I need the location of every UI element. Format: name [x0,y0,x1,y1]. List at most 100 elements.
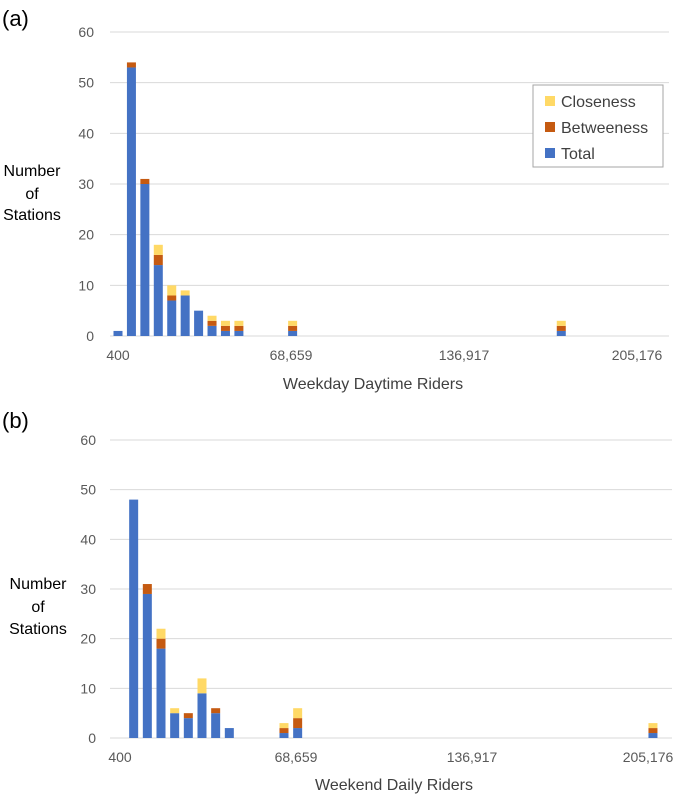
panel-b-x-tick-label: 400 [108,749,132,765]
panel-b-bar-total [170,713,180,738]
panel-b-y-tick-label: 60 [80,432,96,448]
panel-b-bar-closeness [197,678,207,694]
panel-a-y-tick-label: 10 [78,277,94,293]
panel-a-bar-betweeness [220,325,230,331]
panel-a-x-tick-label: 136,917 [439,347,490,363]
panel-a-x-tick-label: 400 [106,347,130,363]
panel-b-label: (b) [2,408,29,433]
panel-a-gridlines [110,31,669,337]
panel-b-bar-closeness [170,708,180,714]
panel-b-bar-total [183,718,193,738]
panel-b-y-axis-title-line-1: Number [10,576,68,593]
panel-b-bar-total [129,499,139,738]
legend-swatch-betweeness [545,122,555,132]
panel-a-y-tick-label: 50 [78,75,94,91]
panel-b-y-axis-title: Number of Stations [9,576,67,638]
legend-label-closeness: Closeness [561,94,636,111]
panel-a-y-axis-title: Number of Stations [3,163,61,224]
panel-a-bar-betweeness [234,325,244,331]
panel-b-bar-betweeness [293,718,303,729]
panel-a-x-tick-labels: 400 68,659 136,917 205,176 [106,347,662,363]
panel-b-bar-total [197,693,207,738]
panel-a-y-tick-label: 40 [78,125,94,141]
panel-a-bar-closeness [207,315,217,321]
panel-b-y-tick-labels: 0 10 20 30 40 50 60 [80,432,96,746]
panel-a-label: (a) [2,6,29,31]
panel-b-x-tick-label: 136,917 [447,749,498,765]
legend-swatch-closeness [545,96,555,106]
panel-a-bar-total [288,330,298,336]
panel-a-bar-betweeness [153,254,163,266]
panel-b-gridlines [110,439,672,739]
panel-a-y-tick-label: 0 [86,328,94,344]
panel-b-bar-closeness [279,723,289,729]
panel-a-bar-closeness [167,285,177,296]
panel-b-bar-total [156,648,166,738]
panel-b-y-axis-title-line-2: of [31,599,45,616]
panel-b-x-axis-title: Weekend Daily Riders [315,777,473,794]
panel-a-bar-betweeness [556,325,566,331]
legend-swatch-total [545,148,555,158]
panel-a-bar-closeness [180,290,190,296]
panel-b-bar-betweeness [648,728,658,734]
panel-a-bar-total [180,295,190,336]
panel-b-bar-closeness [648,723,658,729]
panel-a-bar-betweeness [288,325,298,331]
panel-a-y-tick-labels: 0 10 20 30 40 50 60 [78,24,94,344]
panel-b-bar-betweeness [142,584,152,594]
panel-b-y-tick-label: 10 [80,680,96,696]
panel-a-x-tick-label: 205,176 [612,347,663,363]
panel-b-x-tick-label: 68,659 [275,749,318,765]
panel-b-bar-total [648,733,658,738]
panel-b-y-tick-label: 50 [80,482,96,498]
legend: Closeness Betweeness Total [532,84,664,168]
panel-a-y-tick-label: 30 [78,176,94,192]
legend-label-total: Total [561,146,595,163]
panel-a-bars [113,62,566,336]
panel-a-bar-closeness [556,320,566,326]
panel-a-x-tick-label: 68,659 [270,347,313,363]
panel-a-bar-total [113,330,123,336]
panel-a-bar-total [153,265,163,336]
panel-b-bar-betweeness [279,728,289,734]
panel-b-bar-total [142,593,152,738]
panel-a-y-tick-label: 60 [78,24,94,40]
panel-a-bar-total [140,184,150,336]
panel-b-bar-closeness [293,708,303,719]
legend-label-betweeness: Betweeness [561,120,648,137]
panel-b: (b) 0 10 20 30 40 50 60 400 68,659 136,917 205,17… [2,408,674,794]
panel-b-y-tick-label: 40 [80,531,96,547]
panel-a-bar-betweeness [126,62,136,68]
panel-a-bar-closeness [153,244,163,255]
panel-a-bar-betweeness [207,320,217,326]
panel-b-bar-betweeness [183,713,193,719]
panel-b-bars [129,499,658,738]
panel-a-y-axis-title-line-3: Stations [3,207,61,224]
panel-a-bar-closeness [220,320,230,326]
panel-a-y-axis-title-line-2: of [25,186,39,203]
panel-b-x-tick-label: 205,176 [623,749,674,765]
panel-a-bar-closeness [288,320,298,326]
panel-b-bar-betweeness [156,638,166,649]
panel-b-y-tick-label: 30 [80,581,96,597]
panel-b-bar-total [293,728,303,738]
panel-a-bar-total [167,300,177,336]
panel-a-bar-closeness [234,320,244,326]
panel-a-bar-betweeness [140,178,150,184]
panel-a: (a) 0 10 20 30 40 50 60 400 68,659 136,917 205,17… [2,6,669,393]
panel-a-bar-total [556,330,566,336]
panel-b-y-tick-label: 20 [80,631,96,647]
panel-a-y-axis-title-line-1: Number [4,163,62,180]
panel-b-bar-closeness [156,628,166,639]
panel-b-y-axis-title-line-3: Stations [9,621,67,638]
panel-a-bar-total [234,330,244,336]
panel-b-bar-total [279,733,289,738]
panel-a-bar-betweeness [167,295,177,301]
panel-a-bar-total [220,330,230,336]
panel-a-bar-total [126,67,136,336]
panel-b-y-tick-label: 0 [88,730,96,746]
panel-b-bar-betweeness [211,708,221,714]
panel-a-bar-total [207,325,217,336]
panel-b-x-tick-labels: 400 68,659 136,917 205,176 [108,749,673,765]
